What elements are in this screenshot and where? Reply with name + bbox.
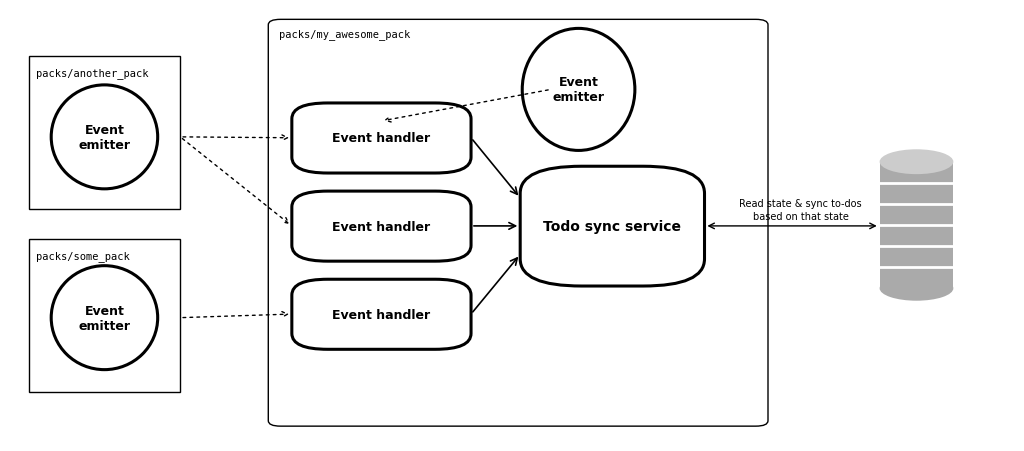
Text: packs/my_awesome_pack: packs/my_awesome_pack (279, 29, 410, 40)
FancyBboxPatch shape (520, 167, 705, 286)
Text: packs/some_pack: packs/some_pack (36, 250, 130, 261)
Ellipse shape (522, 29, 635, 151)
Text: Event handler: Event handler (333, 220, 430, 233)
Ellipse shape (880, 150, 953, 175)
Text: Read state & sync to-dos
based on that state: Read state & sync to-dos based on that s… (739, 198, 862, 221)
FancyBboxPatch shape (29, 239, 180, 392)
FancyBboxPatch shape (292, 104, 471, 174)
Text: Event
emitter: Event emitter (79, 304, 130, 332)
Bar (880, 162, 953, 289)
FancyBboxPatch shape (292, 280, 471, 350)
Text: Event handler: Event handler (333, 308, 430, 321)
FancyBboxPatch shape (268, 20, 768, 426)
Ellipse shape (51, 86, 158, 189)
Text: Event
emitter: Event emitter (553, 76, 604, 104)
Text: Event
emitter: Event emitter (79, 124, 130, 152)
Text: packs/another_pack: packs/another_pack (36, 68, 148, 78)
FancyBboxPatch shape (292, 192, 471, 262)
Ellipse shape (51, 266, 158, 370)
Text: Todo sync service: Todo sync service (544, 220, 681, 234)
Text: Event handler: Event handler (333, 132, 430, 145)
Ellipse shape (880, 276, 953, 301)
FancyBboxPatch shape (29, 56, 180, 210)
